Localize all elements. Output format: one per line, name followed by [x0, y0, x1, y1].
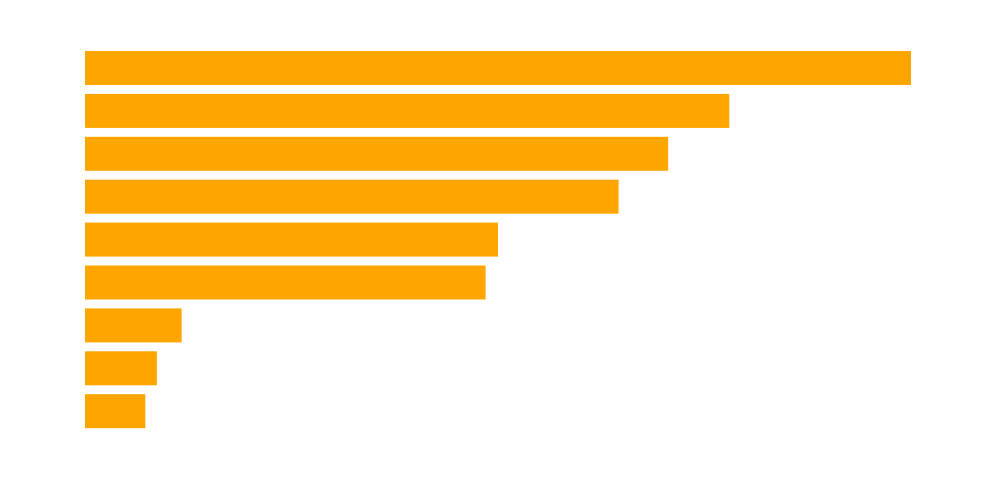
bar — [85, 222, 498, 257]
bar — [85, 136, 669, 171]
bar — [85, 265, 486, 300]
bar — [85, 51, 911, 85]
bar — [85, 394, 146, 429]
bar — [85, 179, 619, 214]
bar — [85, 351, 157, 386]
bar — [85, 308, 182, 343]
bar — [85, 93, 730, 128]
